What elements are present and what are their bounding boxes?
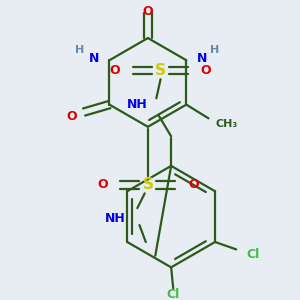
Text: H: H	[210, 45, 219, 55]
Text: O: O	[66, 110, 77, 123]
Text: CH₃: CH₃	[216, 118, 238, 129]
Text: O: O	[110, 64, 120, 77]
Text: Cl: Cl	[247, 248, 260, 261]
Text: NH: NH	[105, 212, 126, 225]
Text: N: N	[197, 52, 207, 64]
Text: N: N	[88, 52, 99, 64]
Text: O: O	[97, 178, 108, 191]
Text: S: S	[142, 177, 153, 192]
Text: NH: NH	[127, 98, 148, 111]
Text: O: O	[201, 64, 211, 77]
Text: O: O	[188, 178, 199, 191]
Text: Cl: Cl	[167, 288, 180, 300]
Text: S: S	[155, 63, 166, 78]
Text: H: H	[75, 45, 84, 55]
Text: O: O	[142, 5, 153, 18]
